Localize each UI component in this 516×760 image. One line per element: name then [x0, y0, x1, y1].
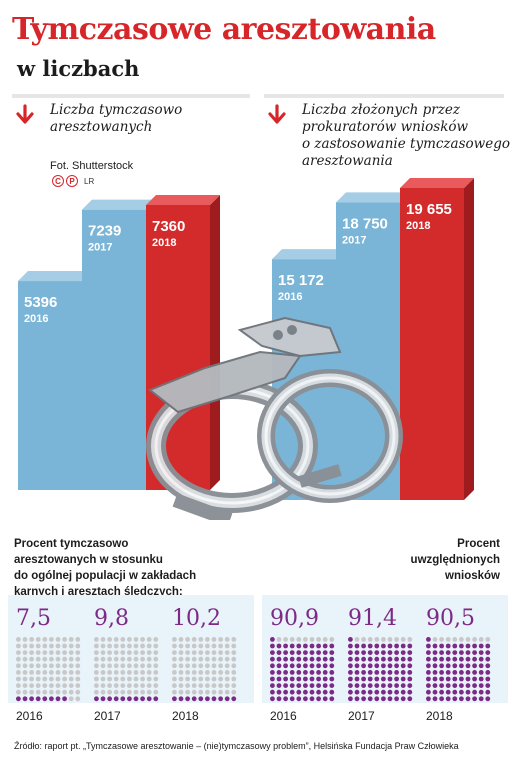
left-bar-value-label: 7360 [152, 218, 185, 235]
left-bar-front [82, 209, 146, 490]
copyright-icon: C [52, 175, 64, 187]
pct-left-description: Procent tymczasowo aresztowanych w stosu… [14, 538, 197, 598]
page-subtitle: w liczbach [17, 56, 140, 81]
left-bar-value-label: 7239 [88, 223, 121, 240]
handcuffs-illustration [146, 316, 403, 520]
right-bar-side [464, 178, 474, 500]
source-footnote: Źródło: raport pt. „Tymczasowe aresztowa… [14, 741, 459, 751]
right-bar-front [400, 188, 464, 500]
right-bar-top [336, 192, 410, 203]
phonogram-icon: P [66, 175, 78, 187]
pct-value-2017-left: 9,8 [94, 606, 129, 631]
year-2016-right: 2016 [270, 709, 297, 723]
photo-credit: Fot. Shutterstock [50, 160, 134, 172]
left-bar-top [82, 199, 156, 210]
left-bar-side [210, 195, 220, 490]
year-2017-left: 2017 [94, 709, 121, 723]
left-bar-top [18, 271, 92, 282]
year-2017-right: 2017 [348, 709, 375, 723]
pct-value-2018-right: 90,5 [426, 606, 475, 631]
left-divider [12, 94, 250, 98]
pct-value-2016-right: 90,9 [270, 606, 319, 631]
left-chart-heading: Liczba tymczasowo aresztowanych [50, 102, 183, 135]
pct-value-2018-left: 10,2 [172, 606, 221, 631]
year-2018-right: 2018 [426, 709, 453, 723]
pct-value-2016-left: 7,5 [16, 606, 51, 631]
copyright-initials: LR [84, 176, 95, 186]
left-bar-2016: 5396 2016 [18, 271, 92, 490]
left-bar-value-label: 5396 [24, 294, 57, 311]
right-bar-year-label: 2017 [342, 234, 366, 246]
right-bar-2018: 19 655 2018 [400, 178, 474, 500]
right-bar-top [272, 249, 346, 260]
pct-right-description: Procent uwzględnionych wniosków [410, 538, 500, 582]
arrow-down-icon [16, 104, 34, 124]
left-bar-year-label: 2016 [24, 313, 48, 325]
left-bar-year-label: 2018 [152, 237, 176, 249]
year-2016-left: 2016 [16, 709, 43, 723]
right-bar-year-label: 2016 [278, 291, 302, 303]
right-bar-value-label: 19 655 [406, 201, 452, 218]
left-bar-2017: 7239 2017 [82, 199, 156, 490]
right-chart-heading: Liczba złożonych przez prokuratorów wnio… [302, 102, 510, 169]
bar-charts: 5396 2016 7239 2017 7360 2018 15 172 2016 18 75… [18, 178, 474, 520]
right-bar-year-label: 2018 [406, 220, 430, 232]
pct-value-2017-right: 91,4 [348, 606, 397, 631]
copyright-marks: C P LR [52, 175, 94, 187]
left-bar-front [18, 281, 82, 490]
year-2018-left: 2018 [172, 709, 199, 723]
left-bar-top [146, 195, 220, 205]
arrow-down-icon [268, 104, 286, 124]
left-bar-chart: 5396 2016 7239 2017 7360 2018 [18, 195, 220, 490]
page-title: Tymczasowe aresztowania [12, 12, 436, 47]
right-bar-value-label: 15 172 [278, 272, 324, 289]
right-bar-top [400, 178, 474, 188]
right-bar-value-label: 18 750 [342, 215, 388, 232]
left-bar-year-label: 2017 [88, 242, 112, 254]
right-divider [264, 94, 504, 98]
